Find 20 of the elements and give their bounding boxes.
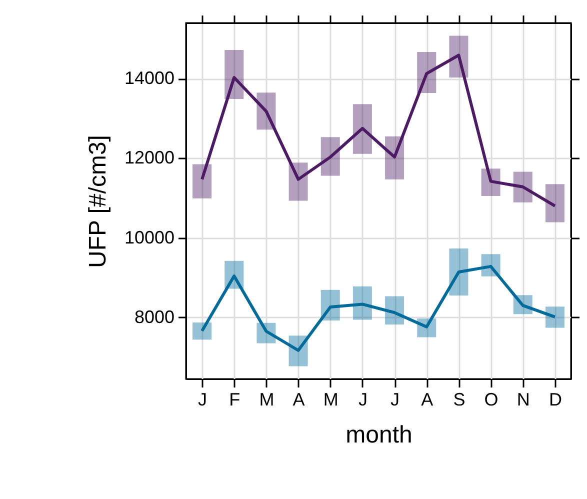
x-axis-title: month: [346, 422, 412, 448]
line-series: [200, 264, 556, 352]
x-tick-label: D: [548, 390, 562, 410]
y-tick-label: 12000: [124, 148, 174, 168]
x-tick-label: J: [358, 390, 368, 410]
x-tick-label: A: [421, 390, 434, 410]
y-tick-label: 14000: [124, 68, 174, 88]
y-axis-title: UFP [#/cm3]: [84, 135, 112, 268]
x-tick-label: M: [259, 390, 274, 410]
x-tick-label: O: [484, 390, 498, 410]
x-tick-label: F: [229, 390, 240, 410]
y-tick-label: 8000: [134, 306, 174, 327]
y-tick-label: 10000: [124, 227, 174, 248]
x-tick-label: M: [323, 390, 338, 410]
x-tick-label: S: [453, 390, 466, 410]
x-tick-label: J: [198, 390, 208, 410]
x-tick-label: N: [516, 390, 530, 410]
x-tick-label: J: [390, 390, 400, 410]
x-tick-label: A: [292, 390, 305, 410]
line-series: [200, 54, 556, 208]
